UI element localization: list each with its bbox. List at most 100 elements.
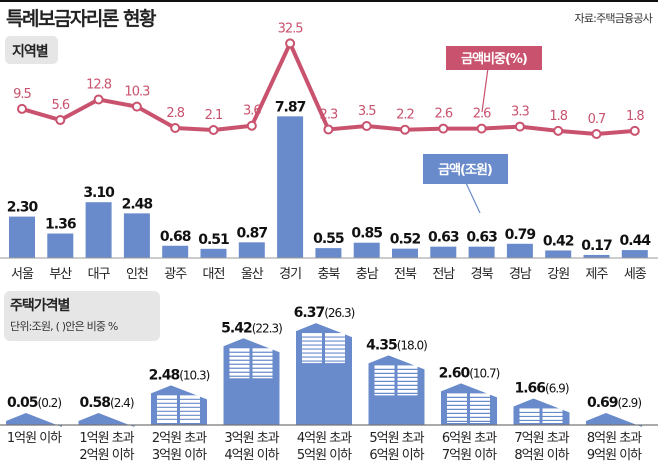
share-value: 2.3 <box>320 107 338 122</box>
share-point <box>438 123 449 134</box>
share-value: 1.8 <box>549 109 567 124</box>
region-bar-value: 2.30 <box>7 200 39 216</box>
region-label: 전남 <box>432 267 455 282</box>
region-bar-value: 0.44 <box>620 233 652 249</box>
price-bar-value: 1.66(6.9) <box>515 380 569 396</box>
price-bar-value: 0.05(0.2) <box>7 395 61 411</box>
region-label: 서울 <box>11 267 34 282</box>
price-share: (2.4) <box>110 396 134 410</box>
region-bar-value: 0.68 <box>160 229 191 245</box>
amount-legend-label: 금액(조원) <box>438 163 492 178</box>
region-bar <box>162 245 189 258</box>
price-label-line1: 7억원 초과 <box>514 431 569 446</box>
region-bar-value: 7.87 <box>275 99 306 115</box>
share-value: 12.8 <box>86 78 112 93</box>
share-point <box>131 101 142 112</box>
share-legend-pointer <box>481 67 489 113</box>
share-value: 3.3 <box>511 105 529 120</box>
price-label-line2: 2억원 이하 <box>79 448 134 463</box>
share-value: 3.6 <box>243 104 261 119</box>
region-bars: 2.30 1.36 3.10 2.48 0.68 0.51 0.87 7.87 0.55 0.85… <box>7 99 652 258</box>
region-label: 울산 <box>241 267 264 282</box>
price-share: (18.0) <box>397 338 427 352</box>
share-point <box>208 125 219 136</box>
share-value: 2.6 <box>434 107 452 122</box>
price-label-line1: 4억원 초과 <box>297 431 352 446</box>
share-value: 1.8 <box>626 109 644 124</box>
region-label: 제주 <box>586 267 609 282</box>
price-bar-value: 0.69(2.9) <box>587 395 641 411</box>
price-share: (22.3) <box>252 321 282 335</box>
region-bar-value: 0.63 <box>428 230 459 246</box>
share-value: 0.7 <box>588 112 606 127</box>
region-bar-value: 0.17 <box>581 238 612 254</box>
share-value: 2.8 <box>166 106 184 121</box>
price-bars: 0.05(0.2) 0.58(2.4) 2.48(10.3) 5.42(22.3) 6.… <box>6 305 642 427</box>
price-label-line1: 2억원 초과 <box>152 431 207 446</box>
region-bar-value: 0.52 <box>390 232 421 248</box>
region-bar <box>392 248 418 258</box>
region-label: 전북 <box>394 267 417 282</box>
region-bar <box>277 116 304 258</box>
share-value: 32.5 <box>278 21 304 36</box>
region-section-label: 지역별 <box>12 43 48 60</box>
share-point <box>17 103 27 114</box>
price-label-line1: 1억원 초과 <box>79 431 134 446</box>
region-label: 경남 <box>509 267 532 282</box>
price-amount: 1.66 <box>515 380 546 396</box>
price-label-line2: 8억원 이하 <box>514 448 569 463</box>
price-section-box <box>4 291 160 341</box>
price-label-line2: 6억원 이하 <box>369 448 424 463</box>
share-point <box>514 121 525 132</box>
share-value: 3.5 <box>358 104 376 119</box>
region-bar <box>430 246 457 258</box>
price-share: (26.3) <box>324 306 354 320</box>
share-point <box>323 124 334 135</box>
chart-title: 특례보금자리론 현황 <box>6 7 157 30</box>
region-section-box <box>5 36 58 64</box>
share-point <box>361 121 372 132</box>
price-bar <box>296 323 352 425</box>
price-label-line1: 8억원 초과 <box>587 431 642 446</box>
share-legend-box <box>446 46 542 70</box>
region-bar <box>47 233 74 258</box>
money-stack-icon <box>519 408 563 423</box>
region-label: 광주 <box>164 267 187 282</box>
price-bar-value: 4.35(18.0) <box>366 337 427 353</box>
region-label: 강원 <box>547 267 569 282</box>
price-share: (0.2) <box>38 396 62 410</box>
region-bar-value: 0.42 <box>543 233 574 249</box>
price-unit-note: 단위:조원, ( )안은 비중 % <box>10 320 118 333</box>
share-point <box>93 94 104 105</box>
price-bar <box>223 338 280 425</box>
share-point <box>591 129 602 140</box>
price-bar-shape <box>78 413 135 427</box>
money-bundle <box>180 395 200 423</box>
money-stack-icon <box>157 395 200 423</box>
price-amount: 6.37 <box>294 305 325 321</box>
region-bar-value: 1.36 <box>45 217 76 233</box>
region-label: 충북 <box>317 267 340 282</box>
share-point <box>400 124 410 135</box>
region-label: 경북 <box>471 267 494 282</box>
price-amount: 0.58 <box>80 395 111 411</box>
source-note: 자료:주택금융공사 <box>575 12 653 25</box>
region-label: 대전 <box>203 267 225 282</box>
share-point <box>629 125 640 136</box>
price-bar-shape <box>586 413 642 427</box>
share-value: 2.1 <box>205 108 223 123</box>
region-bar-value: 3.10 <box>83 185 115 201</box>
price-label-line1: 5억원 초과 <box>369 431 424 446</box>
region-labels: 서울 부산 대구 인천 광주 대전 울산 경기 충북 충남 전북 전남 경북 경남 강원 제주 세종 <box>11 267 648 282</box>
share-value: 5.6 <box>51 98 69 113</box>
price-share: (6.9) <box>545 381 569 395</box>
money-stack-icon <box>447 393 490 423</box>
region-bar <box>545 250 572 258</box>
region-bar-value: 0.63 <box>466 230 497 246</box>
region-bar <box>353 242 380 258</box>
region-bar <box>9 216 35 258</box>
region-label: 대구 <box>88 267 111 282</box>
money-stack-icon <box>302 333 345 364</box>
share-line: 9.5 5.6 12.8 10.3 2.8 2.1 3.6 32.5 2.3 3.5 2.2 2.6 2… <box>13 21 645 140</box>
price-bar-value: 5.42(22.3) <box>221 320 282 336</box>
